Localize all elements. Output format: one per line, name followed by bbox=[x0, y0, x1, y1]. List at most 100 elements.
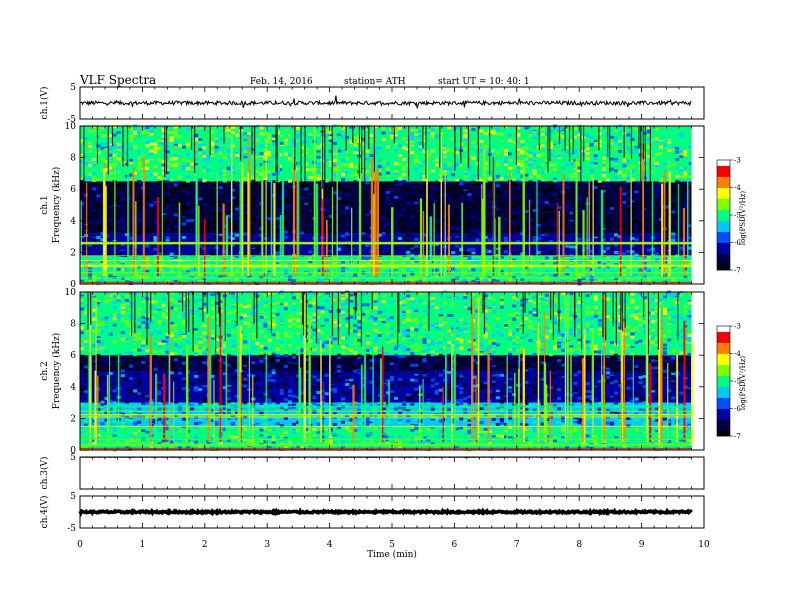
spectrum-cell bbox=[434, 258, 439, 262]
spectrum-cell bbox=[169, 131, 174, 135]
spectrum-cell bbox=[279, 134, 284, 138]
spectrum-cell bbox=[377, 216, 382, 220]
spectrum-cell bbox=[422, 169, 427, 173]
spectrum-cell bbox=[92, 351, 97, 355]
spectrum-cell bbox=[479, 157, 484, 161]
spectrum-cell bbox=[434, 214, 439, 218]
spectrum-cell bbox=[181, 273, 186, 277]
spectrum-cell bbox=[365, 220, 370, 224]
spectrum-cell bbox=[634, 266, 639, 270]
spectrum-cell bbox=[393, 245, 398, 249]
spectrum-cell bbox=[149, 227, 154, 231]
gap-streak bbox=[460, 126, 462, 164]
sferic-streak bbox=[270, 133, 273, 277]
colorbar-cell bbox=[717, 266, 730, 269]
spectrum-cell bbox=[532, 209, 537, 213]
spectrum-cell bbox=[597, 140, 602, 144]
spectrum-cell bbox=[308, 209, 313, 213]
spectrum-cell bbox=[173, 143, 178, 147]
spectrum-cell bbox=[100, 311, 105, 315]
spectrum-cell bbox=[495, 132, 500, 136]
spectrum-cell bbox=[430, 243, 435, 247]
spectrum-cell bbox=[658, 200, 663, 204]
spectrum-cell bbox=[108, 145, 113, 149]
spectrum-cell bbox=[430, 252, 435, 256]
spectrum-cell bbox=[328, 198, 333, 202]
colorbar-cell bbox=[717, 163, 730, 166]
spectrum-cell bbox=[601, 161, 606, 165]
spectrum-cell bbox=[96, 144, 101, 148]
spectrum-cell bbox=[442, 155, 447, 159]
spectrum-cell bbox=[153, 165, 158, 169]
spectrum-cell bbox=[137, 166, 142, 170]
spectrum-cell bbox=[243, 146, 248, 150]
spectrum-cell bbox=[516, 210, 521, 214]
spectrum-cell bbox=[414, 237, 419, 241]
colorbar-cell bbox=[717, 205, 730, 209]
spectrum-cell bbox=[279, 153, 284, 157]
spectrum-cell bbox=[524, 173, 529, 177]
spectrum-cell bbox=[328, 139, 333, 143]
spectrum-cell bbox=[84, 365, 89, 369]
spectrum-cell bbox=[80, 228, 85, 232]
colorbar-tick-label: -5 bbox=[734, 212, 741, 220]
spectrum-cell bbox=[112, 294, 117, 298]
spectrum-cell bbox=[222, 224, 227, 228]
sferic-streak bbox=[296, 176, 298, 277]
spectrum-cell bbox=[124, 174, 129, 178]
spectrum-cell bbox=[137, 160, 142, 164]
spectrum-cell bbox=[434, 191, 439, 195]
spectrum-cell bbox=[630, 181, 635, 185]
spectrum-cell bbox=[88, 216, 93, 220]
spectrum-cell bbox=[459, 221, 464, 225]
sferic-streak bbox=[480, 184, 483, 277]
spectrum-cell bbox=[365, 237, 370, 241]
spectrum-cell bbox=[389, 189, 394, 193]
spectrum-cell bbox=[304, 147, 309, 151]
spectrum-cell bbox=[316, 170, 321, 174]
spectrum-cell bbox=[161, 163, 166, 167]
spectrum-cell bbox=[544, 201, 549, 205]
spectrum-cell bbox=[365, 177, 370, 181]
spectrum-cell bbox=[614, 139, 619, 143]
spectrum-cell bbox=[100, 346, 105, 350]
spectrum-cell bbox=[459, 207, 464, 211]
spectrum-cell bbox=[108, 266, 113, 270]
spectrum-cell bbox=[414, 223, 419, 227]
spectrum-cell bbox=[573, 262, 578, 266]
spectrum-cell bbox=[618, 155, 623, 159]
spectrum-cell bbox=[455, 267, 460, 271]
spectrum-cell bbox=[516, 198, 521, 202]
spectrum-cell bbox=[528, 235, 533, 239]
spectrum-cell bbox=[638, 253, 643, 257]
spectrum-cell bbox=[609, 145, 615, 149]
spectrum-cell bbox=[414, 167, 419, 171]
spectrum-cell bbox=[112, 401, 117, 405]
spectrum-cell bbox=[446, 189, 451, 193]
spectrum-cell bbox=[540, 189, 545, 193]
spectrum-cell bbox=[344, 222, 350, 226]
spectrum-cell bbox=[206, 168, 211, 172]
spectrum-cell bbox=[520, 231, 525, 235]
spectrum-cell bbox=[479, 129, 484, 133]
spectrum-cell bbox=[569, 198, 574, 202]
spectrum-cell bbox=[450, 134, 456, 138]
gap-streak bbox=[580, 126, 582, 189]
spectrum-cell bbox=[585, 176, 590, 180]
spectrum-cell bbox=[687, 189, 692, 193]
spectrum-cell bbox=[589, 133, 594, 137]
spectrum-cell bbox=[552, 206, 557, 210]
spectrum-cell bbox=[234, 151, 239, 155]
spectrum-cell bbox=[80, 370, 85, 374]
spectrum-cell bbox=[185, 179, 191, 183]
spectrum-cell bbox=[287, 272, 292, 276]
spectrum-cell bbox=[609, 135, 615, 139]
spectrum-cell bbox=[165, 236, 170, 240]
spectrum-cell bbox=[304, 210, 309, 214]
spectrum-cell bbox=[230, 188, 235, 192]
spectrum-cell bbox=[296, 133, 301, 137]
spectrum-cell bbox=[393, 218, 398, 222]
spectrum-cell bbox=[577, 260, 582, 264]
spectrum-cell bbox=[389, 192, 394, 196]
spectrum-cell bbox=[406, 250, 411, 254]
